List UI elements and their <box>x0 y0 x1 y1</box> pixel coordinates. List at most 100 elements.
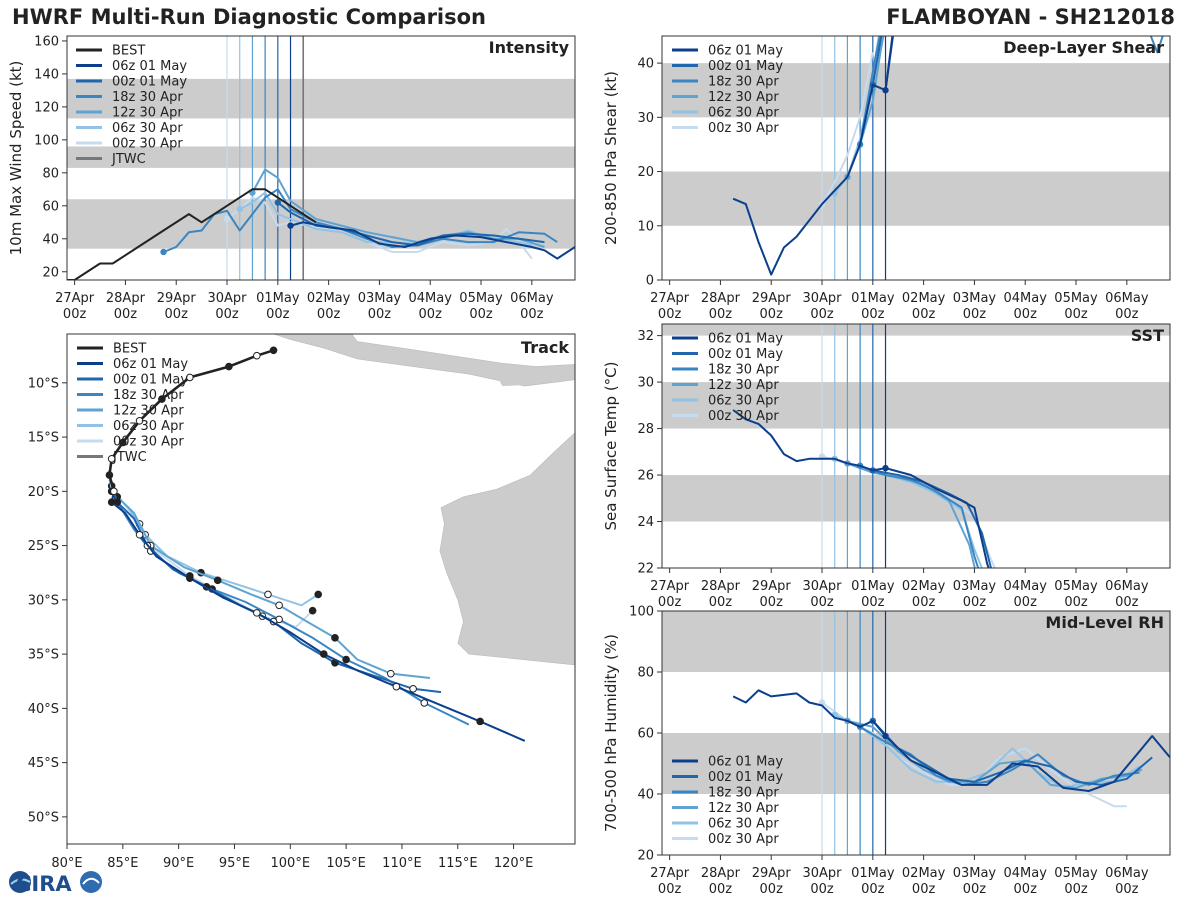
y-tick-label: 40 <box>637 57 654 72</box>
legend-entry: 06z 30 Apr <box>708 817 779 832</box>
x-tick-label: 00z <box>63 307 87 322</box>
panel-title: Mid-Level RH <box>1045 613 1164 632</box>
run-start-marker <box>160 248 167 256</box>
best-track-line <box>732 36 894 276</box>
x-tick-label: 00z <box>912 307 936 322</box>
x-tick-label: 00z <box>1064 307 1088 322</box>
y-tick-label: 0 <box>646 274 654 289</box>
x-tick-label: 02May <box>307 291 351 306</box>
legend-entry: 00z 01 May <box>708 59 783 74</box>
x-tick-label: 03May <box>358 291 402 306</box>
series-line <box>821 52 874 205</box>
globe-icon <box>9 871 31 893</box>
legend-entry: 00z 01 May <box>113 373 188 388</box>
x-tick-label: 00z <box>317 307 341 322</box>
run-start-marker <box>287 222 294 229</box>
y-tick-label: 20 <box>637 165 654 180</box>
x-tick-label: 00z <box>114 307 138 322</box>
y-axis-label: Sea Surface Temp (°C) <box>602 361 620 530</box>
series-line <box>847 719 1143 789</box>
track-marker <box>275 601 283 610</box>
track-marker <box>213 576 222 585</box>
best-track-marker <box>119 438 127 447</box>
legend-entry: 00z 30 Apr <box>708 121 779 136</box>
legend-entry: 00z 01 May <box>708 770 783 785</box>
x-tick-label: 03May <box>953 291 997 306</box>
x-tick-label: 01May <box>256 291 300 306</box>
best-track-line <box>108 349 274 492</box>
y-tick-label: 100 <box>629 605 654 620</box>
legend-entry: 18z 30 Apr <box>708 363 779 378</box>
x-tick-label: 00z <box>1115 307 1139 322</box>
y-tick-label: 30°S <box>28 593 59 608</box>
x-tick-label: 27Apr <box>650 866 690 881</box>
legend-entry: 06z 30 Apr <box>708 394 779 409</box>
y-tick-label: 40 <box>637 788 654 803</box>
x-tick-label: 85°E <box>107 856 138 871</box>
legend-entry: 00z 30 Apr <box>708 409 779 424</box>
x-tick-label: 00z <box>810 595 834 610</box>
x-tick-label: 30Apr <box>207 291 247 306</box>
track-marker <box>314 590 323 599</box>
legend-entry: JTWC <box>112 450 147 465</box>
shaded-band <box>67 146 575 168</box>
best-track-marker <box>225 362 233 371</box>
track-marker <box>331 634 339 642</box>
best-track-marker <box>253 351 261 360</box>
x-tick-label: 00z <box>709 882 733 897</box>
legend-entry: 06z 01 May <box>112 59 187 74</box>
y-tick-label: 20°S <box>28 485 59 500</box>
x-tick-label: 04May <box>409 291 453 306</box>
legend-entry: 06z 30 Apr <box>112 121 183 136</box>
y-tick-label: 30 <box>637 111 654 126</box>
legend-entry: BEST <box>113 342 146 357</box>
x-tick-label: 00z <box>658 595 682 610</box>
forecast-track <box>112 491 442 694</box>
y-tick-label: 32 <box>637 329 654 344</box>
y-tick-label: 26 <box>637 469 654 484</box>
x-tick-label: 30Apr <box>802 291 842 306</box>
x-tick-label: 80°E <box>51 856 82 871</box>
y-tick-label: 25°S <box>28 539 59 554</box>
legend-entry: 00z 01 May <box>112 75 187 90</box>
track-marker <box>186 574 194 582</box>
run-start-marker <box>223 215 231 223</box>
x-tick-label: 00z <box>658 307 682 322</box>
x-tick-label: 00z <box>861 882 885 897</box>
y-tick-label: 10°S <box>28 376 59 391</box>
y-tick-label: 50°S <box>28 810 59 825</box>
x-tick-label: 27Apr <box>650 291 690 306</box>
x-tick-label: 00z <box>963 595 987 610</box>
series-line <box>885 467 990 568</box>
run-start-marker <box>274 199 282 206</box>
y-tick-label: 60 <box>42 199 59 214</box>
series-line <box>872 469 993 568</box>
x-tick-label: 00z <box>709 307 733 322</box>
y-tick-label: 80 <box>42 166 59 181</box>
cira-logo-text: CIRA <box>16 872 72 896</box>
x-tick-label: 00z <box>760 882 784 897</box>
legend-entry: 18z 30 Apr <box>708 786 779 801</box>
legend-entry: BEST <box>112 44 145 59</box>
legend-entry: 12z 30 Apr <box>708 90 779 105</box>
land-mass <box>496 376 525 387</box>
track-marker <box>409 685 417 693</box>
series-line <box>290 221 575 260</box>
legend-entry: 00z 01 May <box>708 347 783 362</box>
shaded-band <box>662 171 1170 226</box>
shaded-band <box>662 324 1170 336</box>
main-title: HWRF Multi-Run Diagnostic Comparison <box>12 5 487 29</box>
series-line <box>871 36 883 85</box>
legend-entry: 18z 30 Apr <box>708 75 779 90</box>
x-tick-label: 00z <box>1014 307 1038 322</box>
legend-entry: 06z 30 Apr <box>708 106 779 121</box>
track-marker <box>135 530 144 539</box>
x-tick-label: 100°E <box>271 856 311 871</box>
track-marker <box>264 590 272 599</box>
best-track-marker <box>110 487 118 496</box>
track-marker <box>308 606 317 615</box>
track-marker <box>392 682 401 691</box>
panel-title: SST <box>1131 326 1164 345</box>
x-tick-label: 00z <box>912 882 936 897</box>
